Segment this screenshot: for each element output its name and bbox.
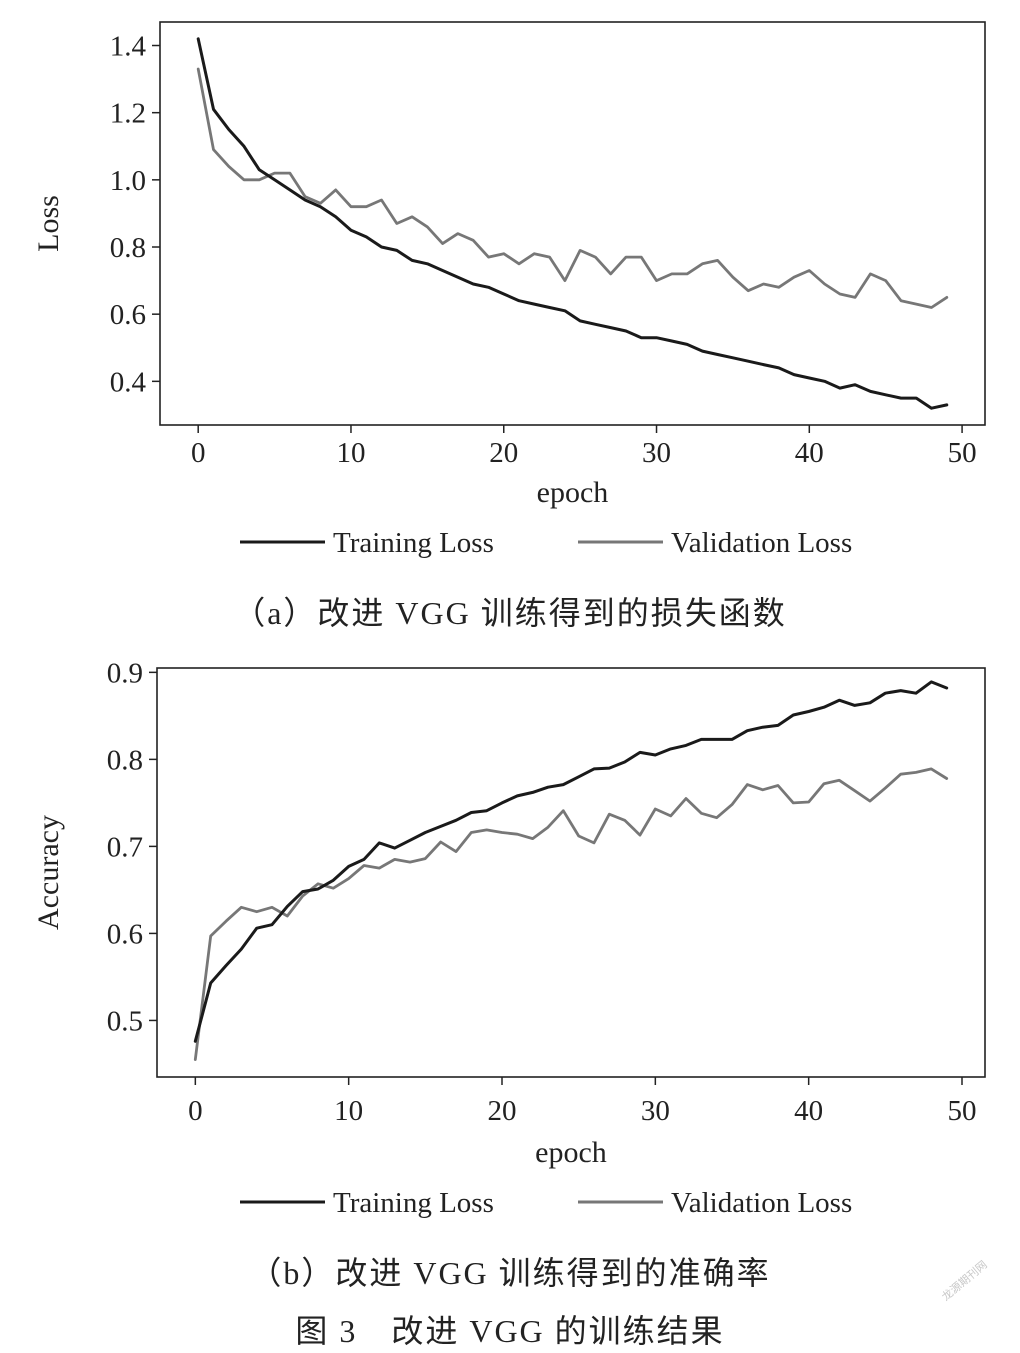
y-tick-label: 1.4: [110, 31, 147, 63]
legend-accuracy: Training Loss Validation Loss: [240, 1187, 852, 1219]
series-validation-line: [196, 67, 949, 309]
x-tick-label: 50: [948, 437, 977, 469]
y-axis-label: Accuracy: [32, 815, 65, 930]
y-tick-label: 0.4: [110, 366, 147, 398]
plot-frame: [156, 667, 986, 1078]
x-tick-label: 50: [948, 1095, 977, 1127]
x-tick-label: 40: [794, 1095, 823, 1127]
caption-b: （b）改进 VGG 训练得到的准确率: [249, 1255, 771, 1291]
x-tick-label: 20: [489, 437, 518, 469]
legend-label-training: Training Loss: [333, 1187, 494, 1219]
x-tick-label: 10: [336, 437, 365, 469]
y-tick-label: 0.7: [107, 831, 143, 863]
legend-label-validation: Validation Loss: [671, 527, 852, 559]
x-tick-label: 0: [191, 437, 206, 469]
y-tick-label: 1.2: [110, 98, 146, 130]
chart-loss: 0 10 20 30 40 50 0.4 0.6 0.8 1.0 1.2 1.4 epoch Loss Tr…: [32, 21, 986, 559]
caption-a: （a）改进 VGG 训练得到的损失函数: [233, 595, 787, 631]
y-tick-label: 0.5: [107, 1005, 143, 1037]
x-tick-label: 40: [795, 437, 824, 469]
x-tick-label: 0: [188, 1095, 203, 1127]
x-tick-label: 30: [642, 437, 671, 469]
x-axis-label: epoch: [537, 476, 609, 509]
series-validation-line: [193, 767, 949, 1061]
legend-label-training: Training Loss: [333, 527, 494, 559]
y-tick-label: 1.0: [110, 165, 146, 197]
series-training-line: [193, 680, 949, 1043]
y-axis-label: Loss: [32, 195, 65, 252]
legend-label-validation: Validation Loss: [671, 1187, 852, 1219]
x-axis-label: epoch: [535, 1136, 607, 1169]
legend-loss: Training Loss Validation Loss: [240, 527, 852, 559]
figure-caption: 图 3 改进 VGG 的训练结果: [295, 1313, 725, 1349]
series-training-line: [196, 37, 949, 410]
y-tick-label: 0.8: [110, 232, 146, 264]
y-tick-label: 0.9: [107, 657, 143, 689]
x-tick-label: 20: [488, 1095, 517, 1127]
y-tick-label: 0.8: [107, 744, 143, 776]
plot-frame: [159, 21, 986, 426]
y-tick-label: 0.6: [107, 918, 143, 950]
x-tick-label: 10: [334, 1095, 363, 1127]
y-tick-label: 0.6: [110, 299, 146, 331]
chart-accuracy: 0 10 20 30 40 50 0.5 0.6 0.7 0.8 0.9 epoch Accuracy T…: [32, 657, 986, 1219]
x-tick-label: 30: [641, 1095, 670, 1127]
